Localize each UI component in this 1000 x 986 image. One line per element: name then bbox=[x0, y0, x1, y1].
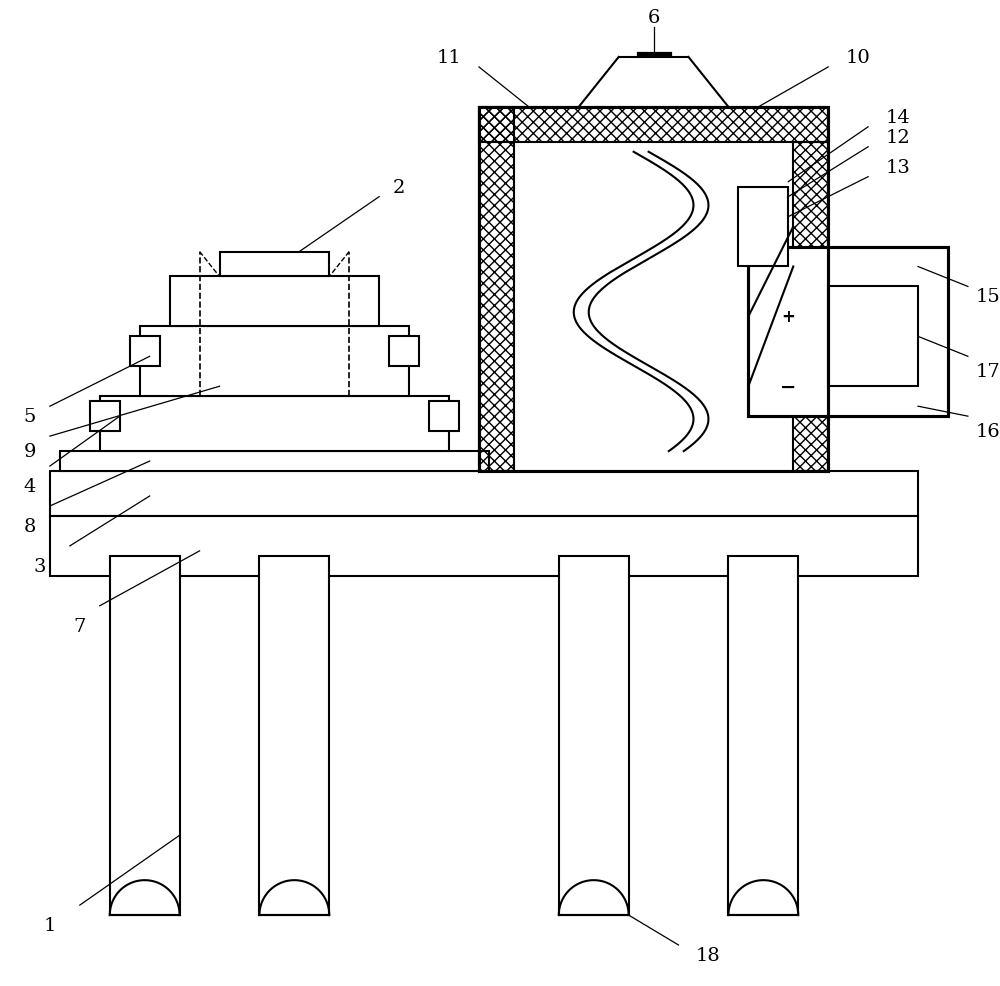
Bar bbox=[559, 556, 629, 915]
Bar bbox=[828, 287, 918, 387]
Text: 1: 1 bbox=[44, 916, 56, 934]
Bar bbox=[90, 401, 120, 432]
Bar bbox=[130, 337, 160, 367]
Bar bbox=[140, 327, 409, 396]
Text: 7: 7 bbox=[74, 617, 86, 635]
Text: 18: 18 bbox=[696, 946, 721, 964]
Bar bbox=[429, 401, 459, 432]
Text: 11: 11 bbox=[437, 49, 461, 67]
Bar bbox=[50, 471, 918, 517]
Text: 17: 17 bbox=[975, 363, 1000, 381]
Bar bbox=[728, 556, 798, 915]
Bar bbox=[479, 107, 828, 471]
Text: 9: 9 bbox=[24, 443, 36, 460]
Bar bbox=[748, 247, 948, 417]
Text: 14: 14 bbox=[886, 108, 910, 126]
Bar bbox=[100, 396, 449, 452]
Bar bbox=[479, 107, 514, 471]
Text: 8: 8 bbox=[24, 518, 36, 535]
Text: 15: 15 bbox=[975, 288, 1000, 306]
Bar bbox=[60, 452, 489, 471]
Text: 10: 10 bbox=[846, 49, 871, 67]
Text: −: − bbox=[780, 378, 796, 396]
Text: 13: 13 bbox=[886, 159, 910, 176]
Bar bbox=[389, 337, 419, 367]
Text: 16: 16 bbox=[975, 423, 1000, 441]
Bar bbox=[793, 143, 828, 471]
Text: 5: 5 bbox=[24, 408, 36, 426]
Text: 4: 4 bbox=[24, 477, 36, 496]
Text: 6: 6 bbox=[647, 9, 660, 27]
Bar bbox=[738, 187, 788, 267]
Text: +: + bbox=[781, 308, 795, 326]
Text: 12: 12 bbox=[886, 128, 910, 147]
Bar bbox=[220, 252, 329, 277]
Bar bbox=[50, 517, 918, 576]
Bar bbox=[514, 143, 793, 471]
Text: 3: 3 bbox=[34, 557, 46, 575]
Bar bbox=[170, 277, 379, 327]
Bar bbox=[110, 556, 180, 915]
Bar bbox=[479, 107, 828, 143]
Text: 2: 2 bbox=[393, 178, 405, 196]
Bar bbox=[259, 556, 329, 915]
